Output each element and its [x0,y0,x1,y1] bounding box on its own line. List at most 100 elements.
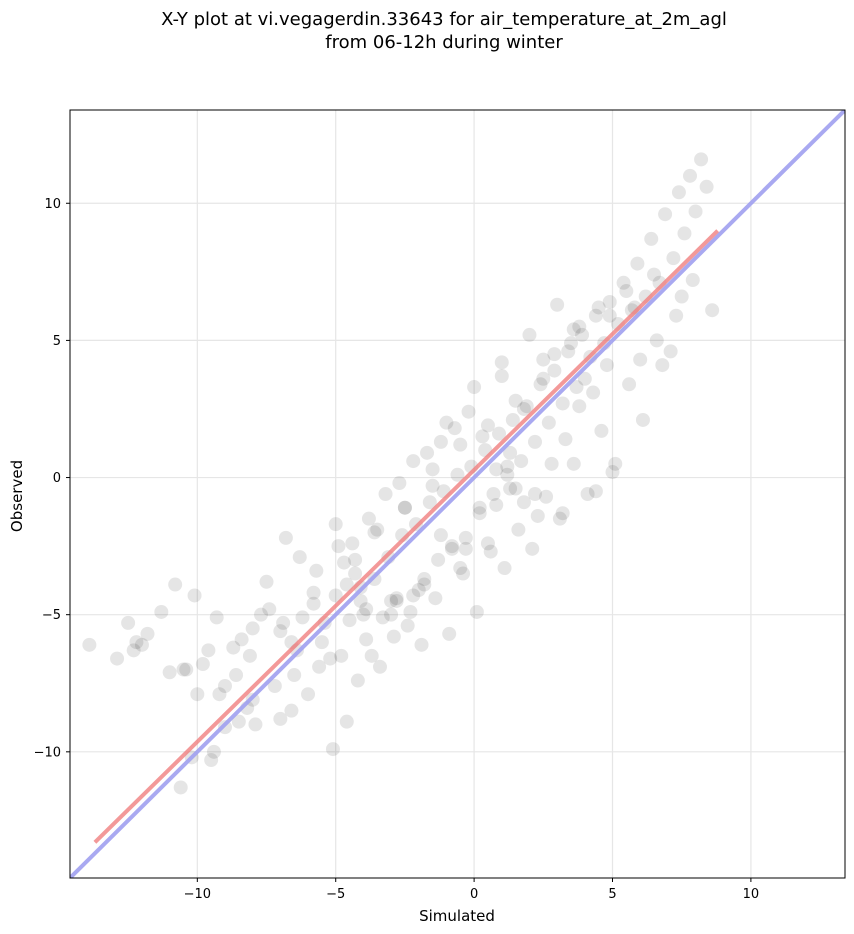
data-point [356,607,371,622]
data-point [162,665,177,680]
data-point [195,657,210,672]
y-tick-label: 5 [53,334,61,349]
data-point [608,456,623,471]
data-point [204,753,219,768]
data-point [516,495,531,510]
x-tick-label: 0 [470,887,478,902]
data-point [663,344,678,359]
data-point [276,615,291,630]
data-point [361,511,376,526]
data-point [439,415,454,430]
regression-line [93,229,720,844]
data-point [242,648,257,663]
data-point [295,610,310,625]
data-point [292,550,307,565]
data-point [259,574,274,589]
data-point [480,536,495,551]
data-point [530,508,545,523]
data-point [588,308,603,323]
data-point [417,577,432,592]
data-point [287,668,302,683]
data-point [528,487,542,501]
data-point [442,626,457,641]
data-point [563,336,578,351]
data-point [397,500,412,515]
data-point [492,426,507,441]
data-point [503,445,518,460]
data-point [519,399,534,414]
data-point [552,511,567,526]
data-point [325,742,340,757]
data-point [389,593,404,608]
data-point [342,613,357,628]
data-point [566,456,581,471]
data-point [314,635,329,650]
data-point [359,602,374,617]
data-point [453,561,468,576]
data-point [218,679,232,693]
x-axis-ticks: −10 −5 0 5 10 [184,878,760,902]
data-point [284,703,299,718]
data-point [328,588,343,603]
data-point [572,399,587,414]
data-point [472,500,487,515]
data-point [558,432,573,447]
data-point [472,506,487,521]
data-point [168,577,183,592]
y-tick-label: 0 [53,471,61,486]
data-point [500,467,515,482]
data-point [599,358,614,373]
data-point [406,454,421,469]
data-point [134,637,149,652]
x-axis-label: Simulated [419,907,495,925]
data-point [602,308,617,323]
y-axis-ticks: −10 −5 0 5 10 [34,197,70,760]
data-point [655,358,670,373]
data-point [566,322,581,337]
data-point [331,539,346,554]
data-point [444,539,459,554]
data-point [486,487,501,501]
data-point [339,714,354,729]
data-point [447,421,462,436]
data-point [384,607,399,622]
data-point [591,300,606,315]
data-point [461,404,476,419]
data-point [248,717,263,732]
data-point [226,640,241,655]
data-point [605,465,620,480]
data-point [126,643,141,658]
data-point [658,207,673,222]
data-point [82,637,97,652]
data-point [348,552,363,567]
data-point [536,352,551,367]
data-point [201,643,216,658]
chart-title-line2: from 06-12h during winter [325,32,563,53]
data-point [547,347,562,362]
data-point [633,352,648,367]
data-point [541,415,556,430]
y-tick-label: 10 [44,197,61,212]
data-point [428,591,443,606]
data-point [400,618,415,633]
data-point [647,267,662,282]
x-tick-label: 10 [743,887,760,902]
grid-lines [70,110,845,878]
data-point [649,333,664,348]
data-point [458,530,473,545]
data-point [644,231,659,246]
reference-lines [70,110,845,878]
data-point [378,487,393,501]
data-point [364,648,379,663]
data-point [569,380,584,395]
data-point [231,714,246,729]
data-point [630,256,645,271]
data-point [262,602,277,617]
data-point [616,275,631,290]
data-point [312,659,327,674]
data-point [417,572,432,587]
data-point [577,371,592,386]
data-point [431,552,446,567]
data-point [273,711,288,726]
